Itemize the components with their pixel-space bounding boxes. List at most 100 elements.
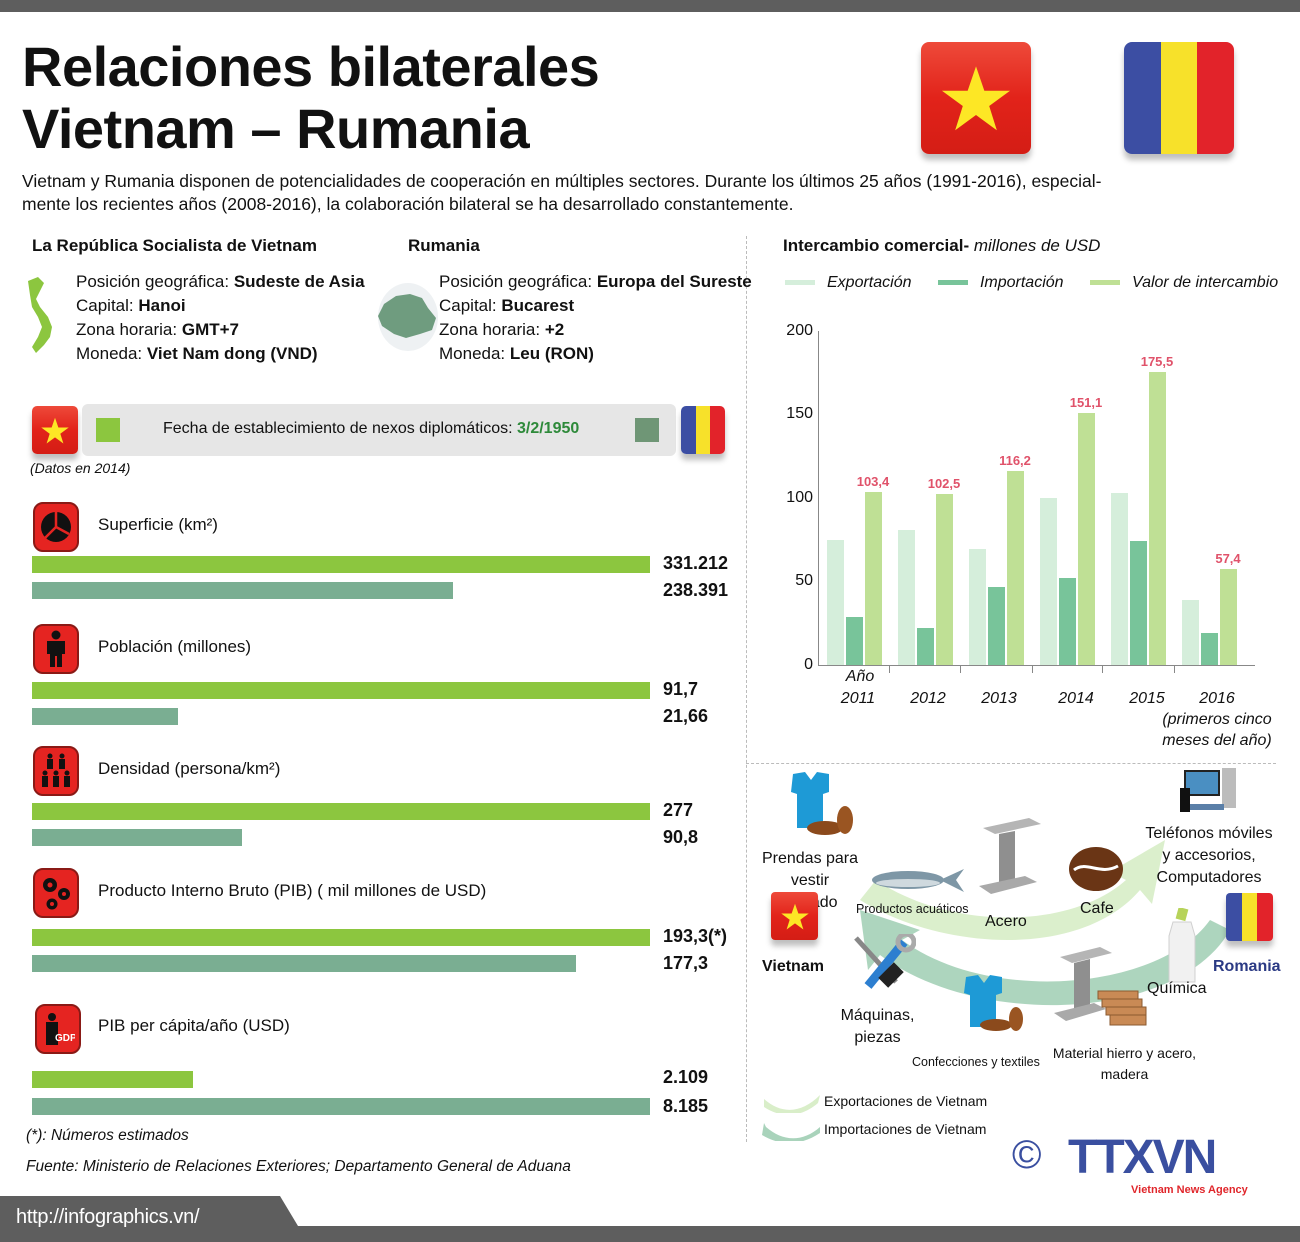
textiles-icon	[964, 975, 1023, 1031]
legend-exchange-label: Valor de intercambio	[1132, 274, 1279, 291]
value-label-2011: 103,4	[856, 474, 890, 490]
ttxvn-logo: TTXVN	[1068, 1131, 1217, 1184]
source-note: Fuente: Ministerio de Relaciones Exterio…	[26, 1158, 571, 1175]
vietnam-bar-pib-per-capita	[32, 1071, 193, 1088]
vietnam-value-superficie: 331.212	[663, 553, 729, 573]
legend-exchange: Valor de intercambio	[1090, 274, 1278, 292]
romania-value-densidad: 90,8	[663, 827, 699, 847]
x-label-2013: 2013	[981, 690, 1017, 707]
star-icon	[41, 417, 69, 444]
timezone-label: Zona horaria:	[76, 320, 182, 339]
x-tick-mark	[960, 665, 961, 673]
metric-label-superficie: Superficie (km²)	[98, 515, 218, 534]
x-label-2016-note1: (primeros cinco	[1162, 711, 1272, 728]
x-label-2016-note2: meses del año)	[1162, 732, 1272, 749]
svg-text:GDP: GDP	[55, 1033, 75, 1044]
romania-flag-trade	[1226, 893, 1273, 941]
currency-label: Moneda:	[439, 344, 510, 363]
vietnam-value-densidad: 277	[663, 800, 694, 820]
romania-bar-poblacion	[32, 708, 178, 725]
footer-url[interactable]: http://infographics.vn/	[16, 1206, 200, 1228]
value-label-2013: 116,2	[999, 452, 1031, 468]
iron-wood-line1: Material hierro y acero,	[1052, 1045, 1197, 1061]
x-label-2011: 2011	[840, 690, 876, 707]
vietnam-color-key	[96, 418, 120, 442]
x-label-prefix: Año	[845, 668, 875, 685]
romania-value-superficie: 238.391	[663, 580, 729, 600]
tools-icon	[854, 934, 916, 989]
import-legend-arrow-icon	[762, 1123, 820, 1141]
vietnam-bar-superficie	[32, 556, 650, 573]
romania-flag-large	[1124, 42, 1234, 154]
gears-icon	[33, 868, 79, 918]
iron-wood-line2: madera	[1100, 1066, 1149, 1082]
bar-exportación-2013	[969, 548, 986, 665]
computer-phone-icon	[1180, 768, 1236, 812]
position-value: Europa del Sureste	[596, 272, 752, 291]
bar-valor-de-intercambio-2013	[1007, 470, 1024, 665]
x-tick-mark	[1032, 665, 1033, 673]
value-label-2012: 102,5	[927, 475, 961, 491]
diplomatic-label-text: Fecha de establecimiento de nexos diplom…	[163, 420, 517, 437]
trade-legend-export: Exportaciones de Vietnam	[824, 1093, 988, 1109]
trade-machines-label: Máquinas, piezas	[830, 1005, 925, 1049]
copyright-icon: ©	[1012, 1133, 1042, 1177]
import-arrow	[860, 910, 1230, 1006]
x-tick-mark	[889, 665, 890, 673]
trade-electronics-label: Teléfonos móviles y accesorios, Computad…	[1130, 823, 1288, 889]
currency-label: Moneda:	[76, 344, 147, 363]
timezone-label: Zona horaria:	[439, 320, 545, 339]
machines-line2: piezas	[854, 1029, 901, 1046]
footer-bar	[0, 1196, 1300, 1242]
bar-exportación-2011	[827, 539, 844, 665]
y-tick-100: 100	[786, 489, 813, 506]
bar-valor-de-intercambio-2016	[1220, 569, 1237, 665]
bar-valor-de-intercambio-2011	[865, 492, 882, 665]
currency-value: Viet Nam dong (VND)	[146, 344, 318, 363]
x-label-2016-year: 2016	[1199, 690, 1235, 707]
star-icon	[941, 66, 1011, 131]
exchange-swatch	[1090, 280, 1120, 286]
legend-export: Exportación	[785, 274, 912, 292]
import-swatch	[937, 280, 968, 286]
export-legend-arrow-icon	[764, 1095, 820, 1113]
intro-line-2: mente los recientes años (2008-2016), la…	[22, 194, 794, 214]
x-label-2016: 2016 (primeros cinco meses del año)	[1162, 688, 1272, 751]
romania-color-key	[635, 418, 659, 442]
iron-wood-icon	[1054, 947, 1147, 1026]
value-label-2014: 151,1	[1069, 394, 1103, 410]
timezone-value: +2	[544, 320, 565, 339]
legend-import: Importación	[937, 274, 1064, 292]
romania-value-pib: 177,3	[663, 953, 709, 973]
steel-beam-icon	[979, 818, 1041, 894]
bar-importación-2015	[1130, 541, 1147, 665]
intro-text: Vietnam y Rumania disponen de potenciali…	[22, 170, 1282, 216]
person-icon	[33, 624, 79, 674]
fish-icon	[872, 869, 964, 892]
romania-value-poblacion: 21,66	[663, 706, 709, 726]
y-axis	[818, 331, 819, 666]
chemical-bottle-icon	[1168, 908, 1196, 983]
metric-label-pib: Producto Interno Bruto (PIB) ( mil millo…	[98, 881, 487, 900]
vertical-divider	[746, 236, 747, 1142]
vietnam-value-poblacion: 91,7	[663, 679, 699, 699]
diplomatic-date-label: Fecha de establecimiento de nexos diplom…	[163, 420, 579, 438]
value-label-2015: 175,5	[1140, 353, 1174, 369]
star-icon	[780, 903, 809, 930]
metric-label-poblacion: Población (millones)	[98, 637, 252, 656]
vietnam-flag-small	[32, 406, 78, 454]
intro-line-1: Vietnam y Rumania disponen de potenciali…	[22, 171, 1102, 191]
romania-map-icon	[378, 294, 436, 338]
vietnam-value-pib: 193,3(*)	[663, 926, 728, 946]
bar-exportación-2015	[1111, 493, 1128, 665]
trade-chemical-label: Química	[1147, 980, 1207, 997]
bar-exportación-2016	[1182, 599, 1199, 665]
vietnam-heading: La República Socialista de Vietnam	[32, 236, 318, 255]
romania-bar-densidad	[32, 829, 242, 846]
bar-importación-2014	[1059, 578, 1076, 665]
metric-label-densidad: Densidad (persona/km²)	[98, 759, 281, 778]
trade-iron-wood-label: Material hierro y acero, madera	[1052, 1043, 1197, 1085]
trade-romania-label: Romania	[1213, 958, 1281, 975]
electronics-line2: y accesorios,	[1162, 847, 1256, 864]
page-title: Relaciones bilaterales Vietnam – Rumania	[22, 36, 600, 160]
